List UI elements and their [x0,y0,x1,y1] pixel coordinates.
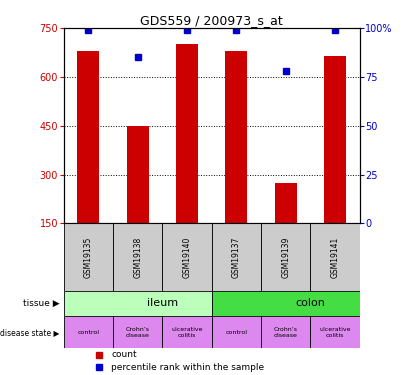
Bar [261,316,310,348]
Text: control: control [77,330,99,334]
Text: control: control [225,330,247,334]
Text: count: count [111,350,137,359]
Bar [162,224,212,291]
Bar [261,224,310,291]
Bar [275,183,297,224]
Bar [64,224,113,291]
Text: GSM19139: GSM19139 [281,236,290,278]
Text: ulcerative
colitis: ulcerative colitis [319,327,351,338]
Bar [310,316,360,348]
Text: ileum: ileum [147,298,178,309]
Bar [77,51,99,224]
Text: GSM19135: GSM19135 [84,236,93,278]
Text: GSM19137: GSM19137 [232,236,241,278]
Text: Crohn’s
disease: Crohn’s disease [126,327,150,338]
Text: percentile rank within the sample: percentile rank within the sample [111,363,264,372]
Title: GDS559 / 200973_s_at: GDS559 / 200973_s_at [140,14,283,27]
Bar [324,56,346,223]
Bar [176,44,198,224]
Text: GSM19138: GSM19138 [133,237,142,278]
Bar [127,126,149,224]
Text: GSM19140: GSM19140 [182,236,192,278]
Bar [64,316,113,348]
Bar [64,291,212,316]
Bar [212,224,261,291]
Text: Crohn’s
disease: Crohn’s disease [274,327,298,338]
Text: GSM19141: GSM19141 [330,237,339,278]
Bar [212,316,261,348]
Bar [212,291,360,316]
Bar [225,51,247,224]
Text: ulcerative
colitis: ulcerative colitis [171,327,203,338]
Text: colon: colon [296,298,325,309]
Bar [113,224,162,291]
Text: disease state ▶: disease state ▶ [0,328,60,337]
Text: tissue ▶: tissue ▶ [23,299,60,308]
Bar [162,316,212,348]
Bar [310,224,360,291]
Bar [113,316,162,348]
